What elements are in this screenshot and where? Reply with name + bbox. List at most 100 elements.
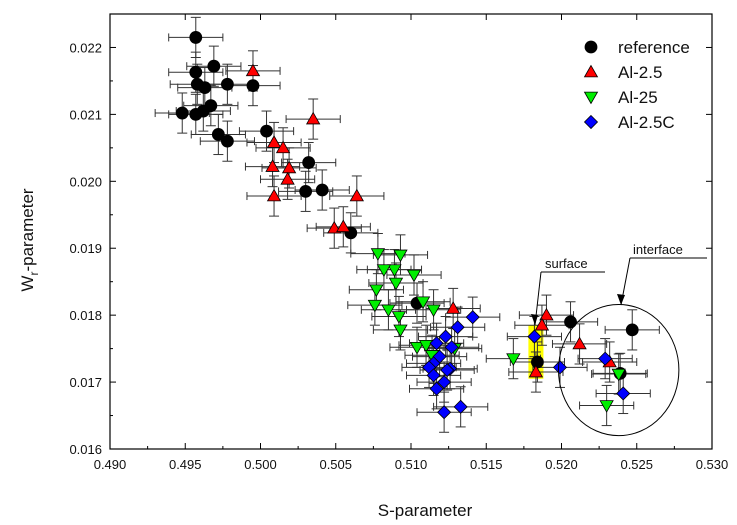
data-point [265, 159, 280, 172]
data-point [305, 111, 321, 125]
data-point [391, 311, 407, 324]
data-point [616, 386, 631, 401]
data-point [302, 156, 316, 169]
y-axis-title-main: W [18, 276, 37, 292]
data-point [315, 183, 329, 197]
data-point [207, 59, 221, 73]
y-tick-label: 0.022 [69, 40, 102, 55]
legend-label: Al-25 [618, 88, 658, 107]
legend-marker [583, 114, 599, 130]
data-point [598, 351, 613, 366]
data-point [625, 323, 639, 337]
data-point [539, 307, 554, 321]
y-tick-label: 0.016 [69, 442, 102, 457]
data-point [189, 65, 203, 79]
data-point [506, 353, 521, 366]
data-point [534, 317, 550, 331]
data-point [393, 249, 408, 263]
data-point [438, 329, 453, 344]
y-tick-label: 0.020 [69, 174, 102, 189]
data-point [426, 304, 441, 318]
data-point [370, 248, 386, 261]
data-point [281, 160, 297, 174]
surface-arrowhead [531, 314, 538, 325]
data-point [211, 128, 225, 141]
axis-layer: 0.490 0.495 0.500 0.505 0.510 0.515 0.520 0.525… [69, 13, 729, 472]
data-point [437, 375, 452, 390]
data-point [266, 188, 282, 202]
y-tick-label: 0.021 [69, 107, 102, 122]
data-point [266, 135, 282, 148]
data-point [198, 81, 212, 95]
data-point [367, 299, 383, 313]
data-point [393, 324, 408, 338]
data-point [409, 342, 425, 355]
data-point [429, 381, 444, 396]
data-point [388, 277, 404, 291]
data-point [453, 399, 468, 414]
legend-entry: reference [584, 38, 690, 57]
data-point [376, 264, 392, 277]
legend-marker [583, 64, 599, 78]
data-point [175, 106, 189, 120]
surface-label: surface [545, 256, 588, 271]
data-point [275, 140, 291, 154]
legend: reference Al-2.5 Al-25 Al-2.5C [583, 38, 690, 132]
data-point [611, 368, 626, 382]
data-point [564, 315, 577, 329]
legend-marker [584, 40, 598, 54]
legend-label: Al-2.5C [618, 113, 675, 132]
data-point [572, 336, 587, 350]
data-point [245, 63, 261, 77]
data-point [220, 77, 234, 91]
y-tick-label: 0.019 [69, 241, 102, 256]
data-point [418, 339, 434, 353]
data-point [426, 368, 441, 383]
data-point [465, 310, 480, 325]
x-tick-label: 0.530 [696, 457, 729, 472]
interface-arrowhead [617, 294, 625, 305]
data-point [260, 124, 273, 138]
x-tick-label: 0.490 [94, 457, 127, 472]
x-tick-label: 0.520 [545, 457, 578, 472]
y-tick-label: 0.018 [69, 308, 102, 323]
data-point [189, 31, 203, 44]
data-point [336, 219, 351, 233]
data-point [444, 340, 459, 355]
data-point [246, 79, 260, 93]
data-point [599, 400, 614, 413]
marker-layer [175, 31, 639, 420]
data-point [429, 336, 444, 351]
data-point [280, 171, 295, 185]
data-point [528, 364, 544, 378]
data-point [369, 284, 384, 298]
data-point [349, 188, 365, 202]
data-point [527, 329, 542, 344]
x-tick-label: 0.505 [319, 457, 352, 472]
legend-entry: Al-2.5C [583, 113, 675, 132]
annotation-layer: surface interface [531, 242, 707, 437]
legend-marker [583, 91, 599, 105]
data-point [387, 264, 402, 277]
y-axis-title-subscript: r [27, 272, 41, 276]
data-point [381, 304, 396, 318]
data-point [415, 296, 431, 310]
data-point [299, 184, 313, 198]
data-point [531, 355, 544, 369]
data-point [440, 362, 455, 378]
y-axis-title-rest: -parameter [18, 188, 37, 271]
y-axis-title: Wr-parameter [18, 188, 41, 292]
interface-ellipse [557, 303, 680, 437]
y-tick-label: 0.017 [69, 375, 102, 390]
data-point [220, 134, 234, 148]
x-tick-label: 0.525 [620, 457, 653, 472]
legend-label: Al-2.5 [618, 63, 662, 82]
legend-entry: Al-25 [583, 88, 658, 107]
interface-label: interface [633, 242, 683, 257]
data-point [552, 360, 568, 375]
data-point [450, 320, 465, 335]
x-tick-label: 0.510 [395, 457, 428, 472]
legend-label: reference [618, 38, 690, 57]
